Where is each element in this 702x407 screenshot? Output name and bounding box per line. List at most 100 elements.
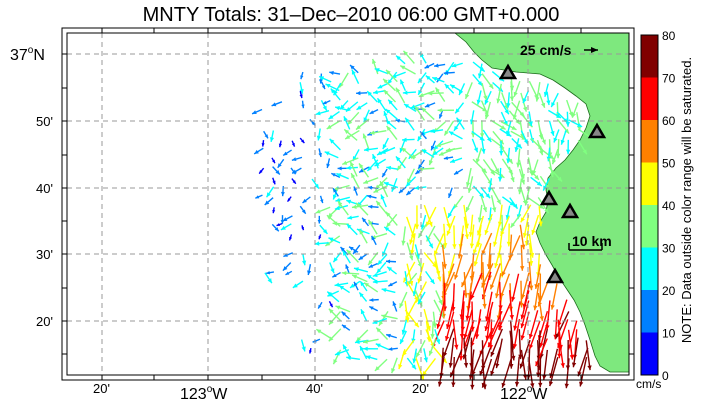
colorbar-segment (641, 35, 658, 78)
current-vector (291, 140, 296, 147)
colorbar-segment (641, 162, 658, 205)
station-marker (587, 122, 607, 139)
current-vector (334, 282, 349, 287)
current-vector (301, 253, 307, 266)
current-vector (343, 116, 351, 130)
current-vector (480, 195, 487, 213)
current-vector (467, 176, 474, 193)
current-vector (385, 333, 397, 339)
current-vector (528, 320, 541, 350)
current-vector (365, 355, 378, 361)
current-vector (577, 139, 588, 155)
current-vector (482, 129, 492, 143)
current-vector (538, 357, 543, 388)
current-vector (565, 139, 571, 155)
current-vector (490, 347, 502, 376)
current-vector (509, 81, 515, 102)
current-vector (500, 121, 517, 131)
current-vector (496, 83, 502, 104)
current-vector (409, 223, 417, 245)
current-vector (415, 281, 428, 304)
current-vector (443, 223, 448, 248)
current-vector (402, 261, 416, 283)
current-vector (406, 242, 414, 261)
current-vector (349, 161, 358, 177)
current-vector (381, 287, 396, 294)
current-vector (481, 73, 494, 90)
current-vector (444, 83, 455, 94)
current-vector (300, 339, 306, 352)
current-vector (253, 147, 264, 155)
current-vector (338, 284, 350, 294)
current-vector (251, 108, 263, 115)
current-vector (428, 339, 437, 356)
current-vector (481, 82, 488, 101)
current-vector (427, 91, 444, 96)
current-vector (453, 168, 464, 176)
current-vector (465, 167, 472, 188)
current-vector (362, 133, 370, 150)
current-vector (269, 130, 275, 142)
current-vector (443, 156, 454, 160)
current-vector (383, 181, 399, 189)
station-marker (498, 63, 518, 80)
current-vector (571, 337, 579, 368)
current-vector (326, 214, 341, 227)
current-vector (401, 146, 415, 160)
current-vector (378, 311, 389, 327)
current-vector (332, 221, 350, 226)
current-vector (344, 129, 360, 140)
current-vector (369, 298, 379, 302)
current-vector (376, 261, 387, 274)
reference-arrow-head (591, 47, 598, 53)
current-vector (454, 102, 465, 114)
current-vector (375, 343, 389, 350)
current-vector (405, 187, 416, 196)
current-vector (276, 222, 283, 227)
current-vector (264, 197, 274, 206)
current-vector (311, 178, 320, 190)
current-vector (328, 110, 340, 120)
current-vector (528, 197, 545, 210)
current-vector (423, 204, 433, 227)
lat-label: 50' (36, 114, 53, 129)
current-vector (501, 253, 513, 277)
current-vector (385, 213, 398, 228)
current-vector (511, 273, 520, 302)
current-vector (434, 329, 441, 345)
current-vector (383, 89, 397, 103)
current-vector (346, 355, 360, 361)
current-vector (395, 155, 406, 169)
current-vector (560, 130, 567, 145)
colorbar-tick-label: 10 (662, 327, 676, 341)
current-vector (307, 264, 312, 276)
current-vector (335, 305, 351, 313)
current-vector (465, 291, 473, 321)
current-vector (472, 158, 488, 174)
colorbar-segment (641, 332, 658, 375)
current-vector (382, 78, 397, 92)
current-vector (535, 82, 541, 102)
current-vector (430, 140, 436, 151)
current-vector (316, 128, 322, 141)
current-vector (318, 148, 322, 158)
station-marker (560, 202, 580, 219)
current-vector (380, 146, 396, 155)
current-vector (356, 102, 368, 111)
current-vector (491, 188, 502, 205)
current-vector (301, 100, 305, 109)
current-vector (519, 224, 526, 250)
current-vector (363, 282, 379, 293)
colorbar-segment (641, 290, 658, 333)
current-vector (317, 301, 323, 309)
current-vector (454, 254, 463, 280)
current-vector (360, 308, 368, 322)
current-vector (460, 262, 473, 288)
current-vector (271, 223, 280, 232)
current-vector (366, 90, 379, 103)
current-vector (457, 233, 464, 259)
current-vector (395, 87, 406, 104)
current-vector (341, 311, 350, 320)
current-vector (445, 147, 462, 153)
